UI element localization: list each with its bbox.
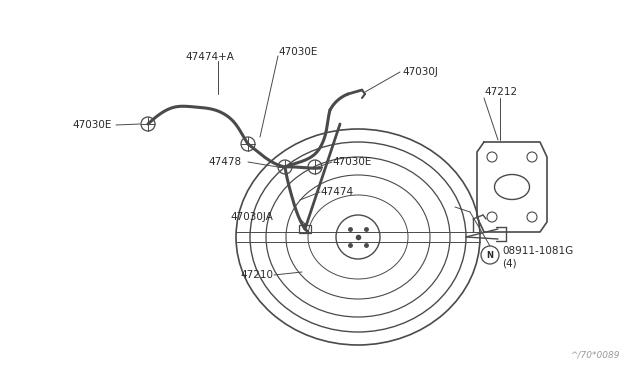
Text: (4): (4) [502,258,516,268]
Text: 08911-1081G: 08911-1081G [502,246,573,256]
Text: 47478: 47478 [208,157,241,167]
Text: 47030J: 47030J [402,67,438,77]
Text: ^/70*0089: ^/70*0089 [570,351,620,360]
Text: 47210: 47210 [240,270,273,280]
Text: 47474: 47474 [320,187,353,197]
Text: 47030E: 47030E [72,120,111,130]
Text: 47474+A: 47474+A [185,52,234,62]
Bar [299,225,311,233]
Text: 47030E: 47030E [332,157,371,167]
Text: N: N [486,250,493,260]
Text: 47030E: 47030E [278,47,317,57]
Text: 47030JA: 47030JA [230,212,273,222]
Text: 47212: 47212 [484,87,517,97]
